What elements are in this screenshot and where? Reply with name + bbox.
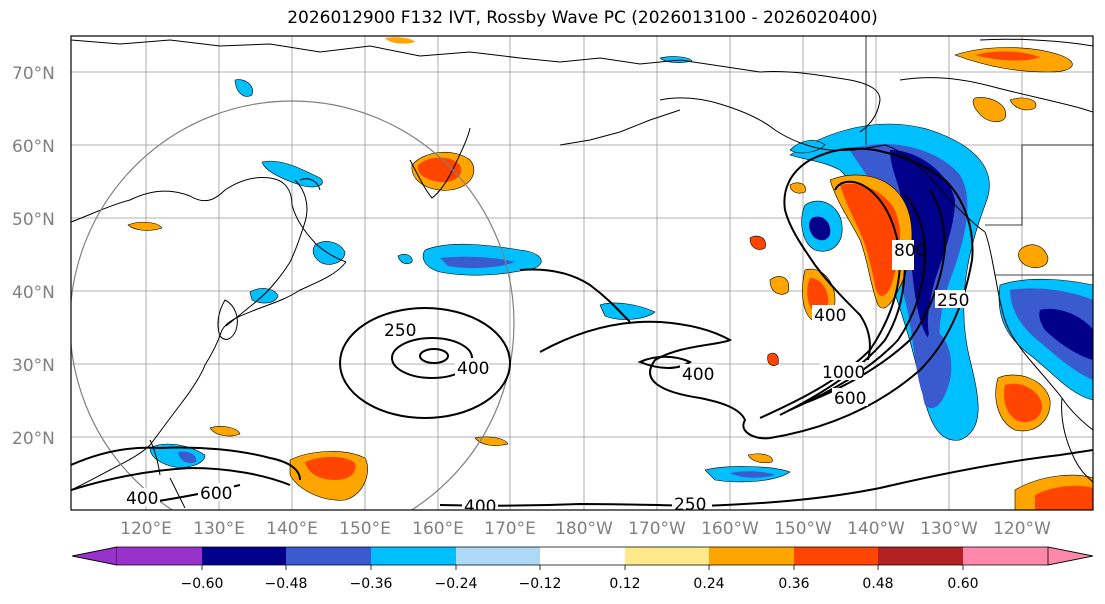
colorbar-tick-label: 0.60 — [947, 576, 978, 592]
contour-label: 250 — [674, 495, 706, 515]
lon-label: 140°W — [847, 519, 905, 539]
contour-label: 400 — [682, 365, 714, 385]
colorbar-segment — [625, 547, 709, 565]
contour-label: 1000 — [822, 363, 865, 383]
colorbar-segment — [963, 547, 1048, 565]
contour-label: 600 — [834, 389, 866, 409]
colorbar-extend-low — [71, 546, 118, 566]
lon-label: 150°E — [339, 519, 391, 539]
colorbar-segment — [540, 547, 625, 565]
colorbar-segment — [202, 547, 286, 565]
colorbar-tick-label: 0.36 — [778, 576, 809, 592]
reference-circle — [71, 100, 515, 510]
colorbar-segment — [794, 547, 878, 565]
colorbar-tick-label: −0.24 — [435, 576, 478, 592]
anomaly-shading — [127, 37, 1093, 510]
contour-label: 250 — [384, 321, 416, 341]
map-border — [70, 35, 1094, 511]
colorbar-tick-label: 0.24 — [693, 576, 724, 592]
map-title: 2026012900 F132 IVT, Rossby Wave PC (202… — [287, 8, 878, 28]
lon-label: 160°W — [701, 519, 759, 539]
colorbar-segment — [456, 547, 540, 565]
contour-labels: 250 400 400 400 400 250 600 400 800 1000… — [124, 240, 969, 517]
colorbar-tick-label: 0.12 — [609, 576, 640, 592]
contour-label: 400 — [457, 359, 489, 379]
contour-label: 800 — [894, 241, 926, 261]
ivt-contours — [71, 147, 1093, 508]
colorbar-tick-label: −0.60 — [181, 576, 224, 592]
lon-label: 170°W — [628, 519, 686, 539]
colorbar-segment — [878, 547, 963, 565]
lon-label: 130°W — [920, 519, 978, 539]
lon-label: 120°E — [120, 519, 172, 539]
colorbar-tick-label: −0.12 — [519, 576, 562, 592]
colorbar-extend-high — [1047, 546, 1094, 566]
contour-label: 600 — [200, 484, 232, 504]
coastlines — [71, 36, 1093, 509]
colorbar: −0.60 −0.48 −0.36 −0.24 −0.12 0.12 0.24 … — [71, 546, 1094, 592]
lon-label: 150°W — [774, 519, 832, 539]
contour-label: 250 — [937, 291, 969, 311]
lon-label: 180°W — [555, 519, 613, 539]
lon-label: 170°E — [484, 519, 536, 539]
lat-label: 70°N — [12, 64, 55, 84]
lon-label: 160°E — [412, 519, 464, 539]
lat-label: 40°N — [12, 283, 55, 303]
lat-label: 20°N — [12, 429, 55, 449]
lat-label: 60°N — [12, 137, 55, 157]
colorbar-tick-label: 0.48 — [862, 576, 893, 592]
colorbar-segment — [371, 547, 456, 565]
lat-label: 50°N — [12, 210, 55, 230]
contour-label: 400 — [126, 489, 158, 509]
latitude-labels: 70°N 60°N 50°N 40°N 30°N 20°N — [12, 64, 55, 449]
colorbar-segment — [709, 547, 794, 565]
lon-label: 140°E — [266, 519, 318, 539]
lat-label: 30°N — [12, 356, 55, 376]
colorbar-tick-label: −0.48 — [265, 576, 308, 592]
colorbar-segment — [117, 547, 202, 565]
colorbar-segment — [286, 547, 371, 565]
longitude-labels: 120°E 130°E 140°E 150°E 160°E 170°E 180°… — [120, 519, 1051, 539]
lon-label: 130°E — [193, 519, 245, 539]
contour-label: 400 — [814, 306, 846, 326]
contour-label: 400 — [464, 497, 496, 517]
colorbar-tick-label: −0.36 — [350, 576, 393, 592]
lon-label: 120°W — [993, 519, 1051, 539]
